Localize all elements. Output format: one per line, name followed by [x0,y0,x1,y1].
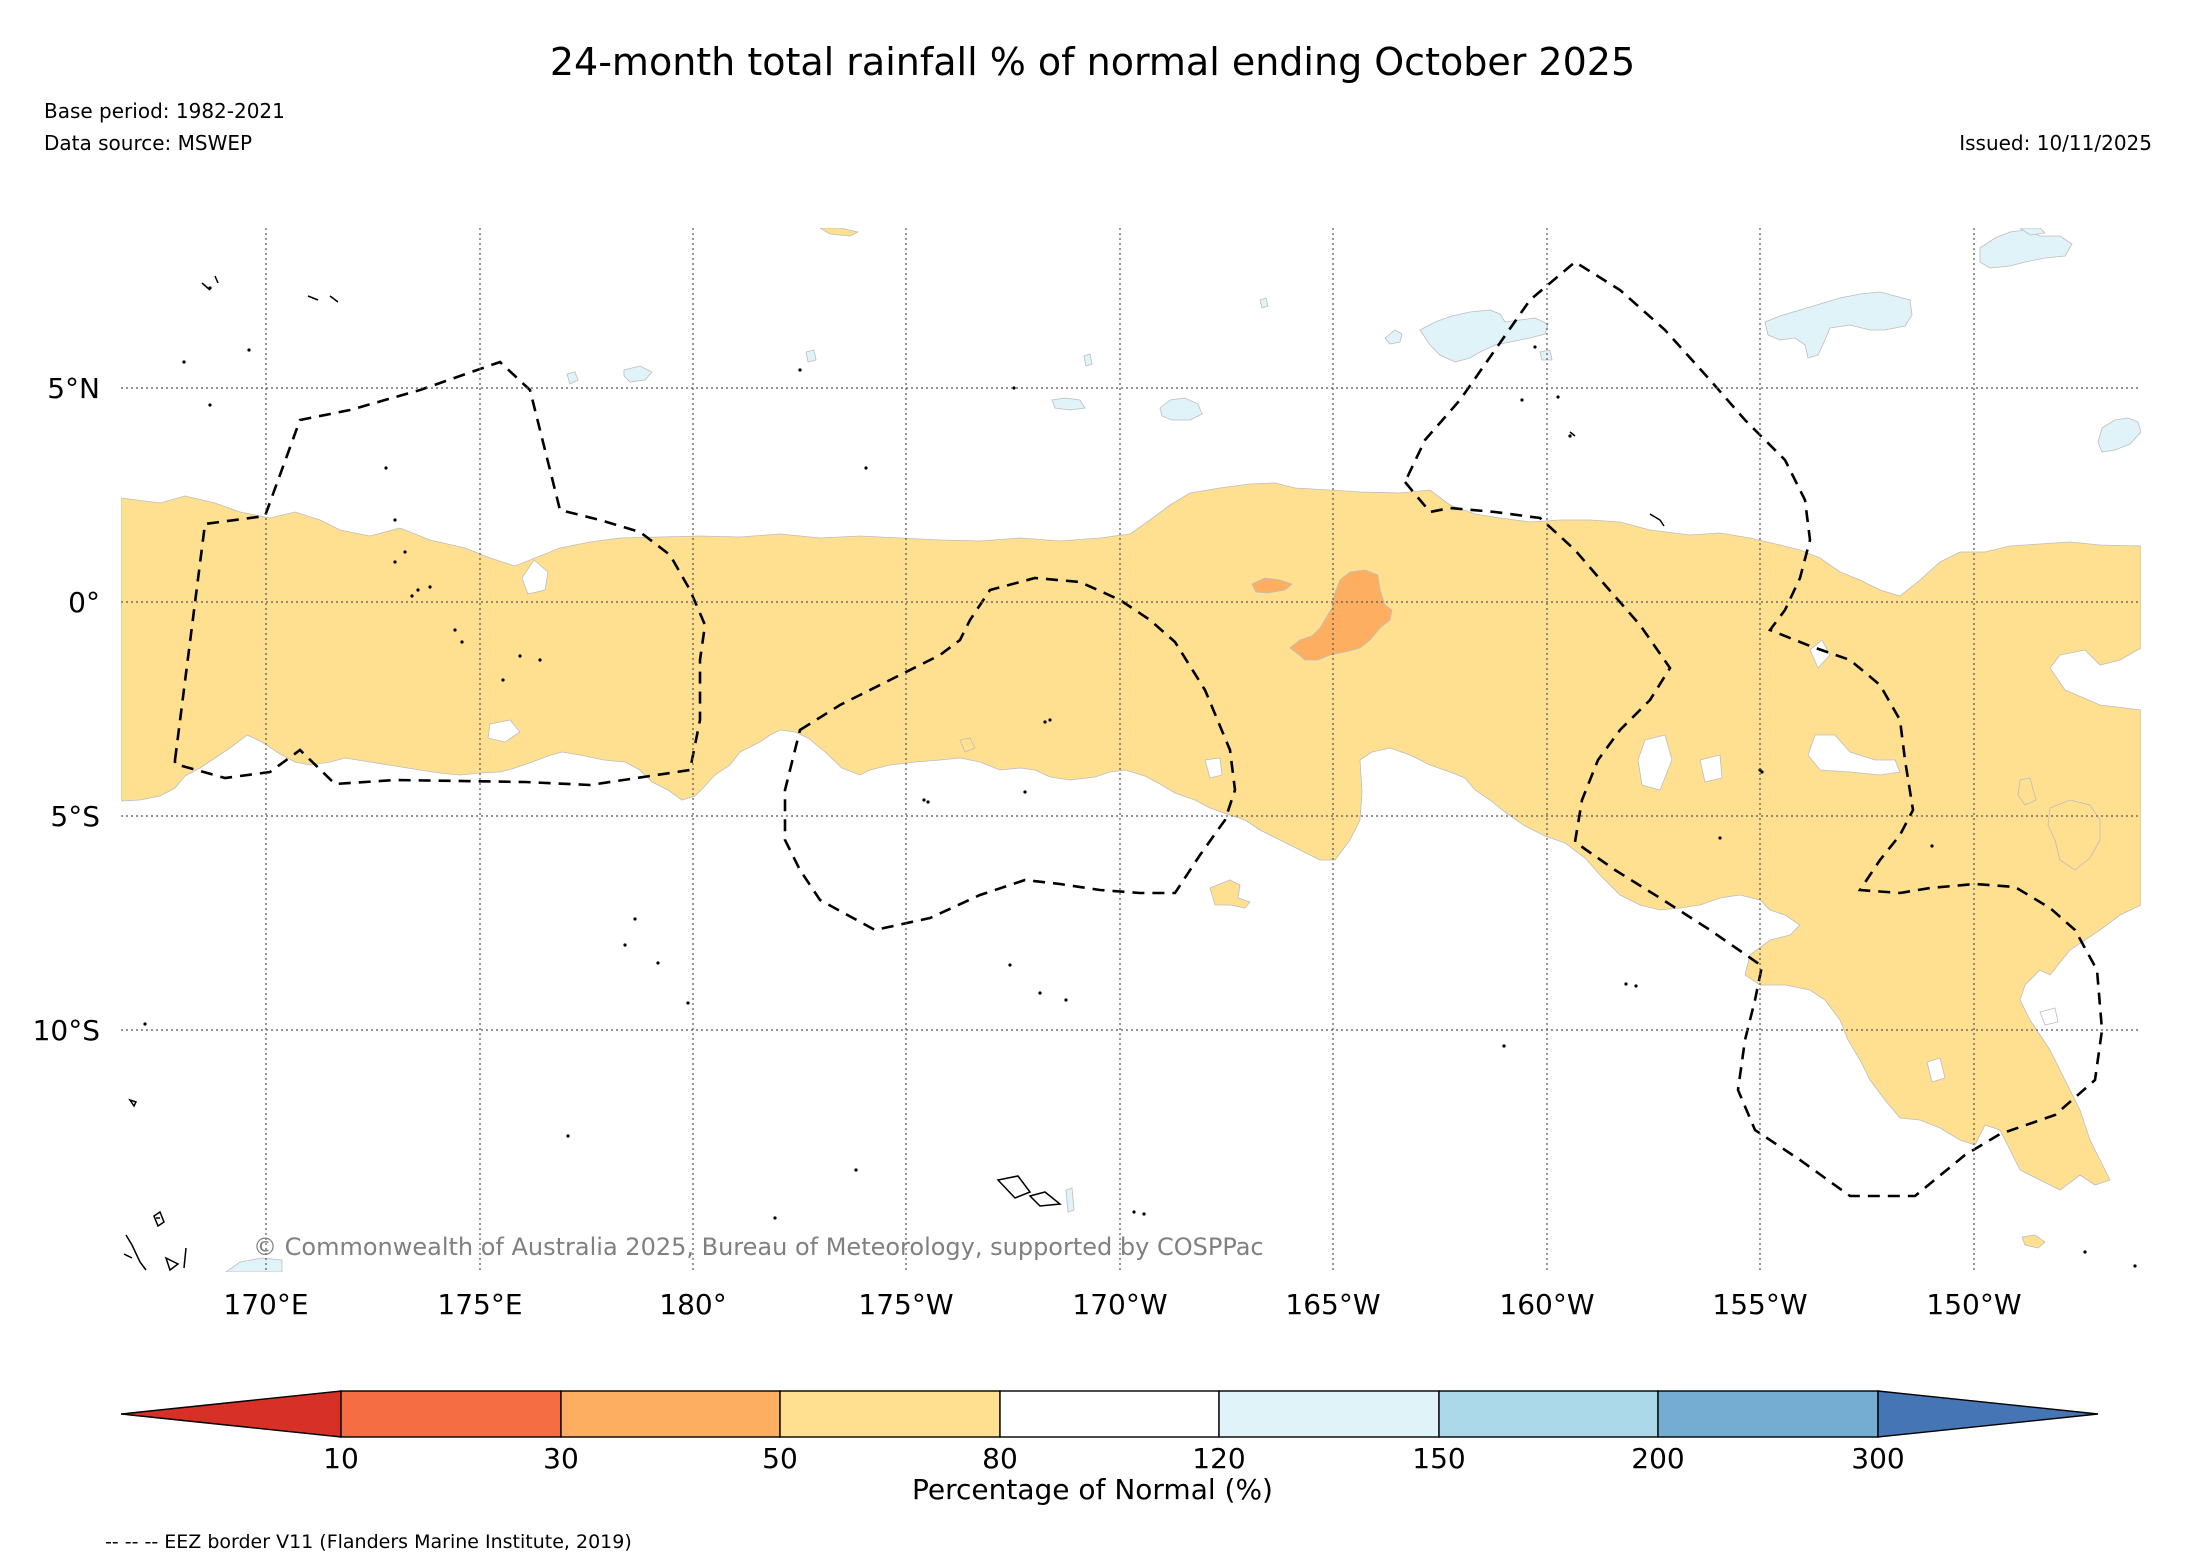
colorbar-extend-high [1877,1390,2099,1438]
rainfall-band-west [121,482,2141,1191]
lon-label-175e: 175°E [437,1288,522,1321]
colorbar-tick-150: 150 [1412,1442,1466,1475]
base-period: Base period: 1982-2021 [44,99,285,123]
lat-label-10s: 10°S [33,1014,100,1047]
copyright-notice: © Commonwealth of Australia 2025, Bureau… [253,1233,1264,1261]
colorbar-tick-200: 200 [1631,1442,1685,1475]
lat-label-0: 0° [68,586,100,619]
colorbar-bin-30-50 [560,1390,781,1438]
colorbar-bin-150-200 [1438,1390,1659,1438]
colorbar-tick-10: 10 [323,1442,359,1475]
lon-label-160w: 160°W [1499,1288,1594,1321]
rainfall-patch-30-50 [1289,569,1393,661]
islet-dots [143,286,2137,1268]
colorbar-title: Percentage of Normal (%) [912,1473,1273,1506]
lon-label-170w: 170°W [1072,1288,1167,1321]
colorbar-bin-50-80 [779,1390,1001,1438]
map-title: 24-month total rainfall % of normal endi… [549,40,1636,84]
lat-label-5n: 5°N [47,372,100,405]
colorbar-tick-300: 300 [1851,1442,1905,1475]
lat-label-5s: 5°S [50,800,100,833]
data-source: Data source: MSWEP [44,131,253,155]
eez-footnote: -- -- -- EEZ border V11 (Flanders Marine… [105,1531,632,1553]
colorbar-bin-80-120 [999,1390,1220,1438]
eez-borders [173,260,2104,1198]
colorbar-tick-50: 50 [762,1442,798,1475]
lon-label-155w: 155°W [1712,1288,1807,1321]
colorbar-extend-low [120,1390,342,1438]
graticule [121,228,2141,1272]
lon-label-165w: 165°W [1285,1288,1380,1321]
colorbar-bin-120-150 [1218,1390,1440,1438]
colorbar-bin-10-30 [340,1390,562,1438]
colorbar-tick-120: 120 [1192,1442,1246,1475]
island-outlines [123,275,1665,1272]
lon-label-180: 180° [659,1288,726,1321]
lon-label-150w: 150°W [1926,1288,2021,1321]
colorbar-bin-200-300 [1657,1390,1879,1438]
lon-label-175w: 175°W [858,1288,953,1321]
rainfall-patch-120-150 [1419,309,1549,363]
map-area [121,228,2141,1272]
issued-date: Issued: 10/11/2025 [1959,131,2152,155]
colorbar [120,1390,2099,1438]
lon-label-170e: 170°E [223,1288,308,1321]
colorbar-tick-80: 80 [982,1442,1018,1475]
colorbar-tick-30: 30 [543,1442,579,1475]
